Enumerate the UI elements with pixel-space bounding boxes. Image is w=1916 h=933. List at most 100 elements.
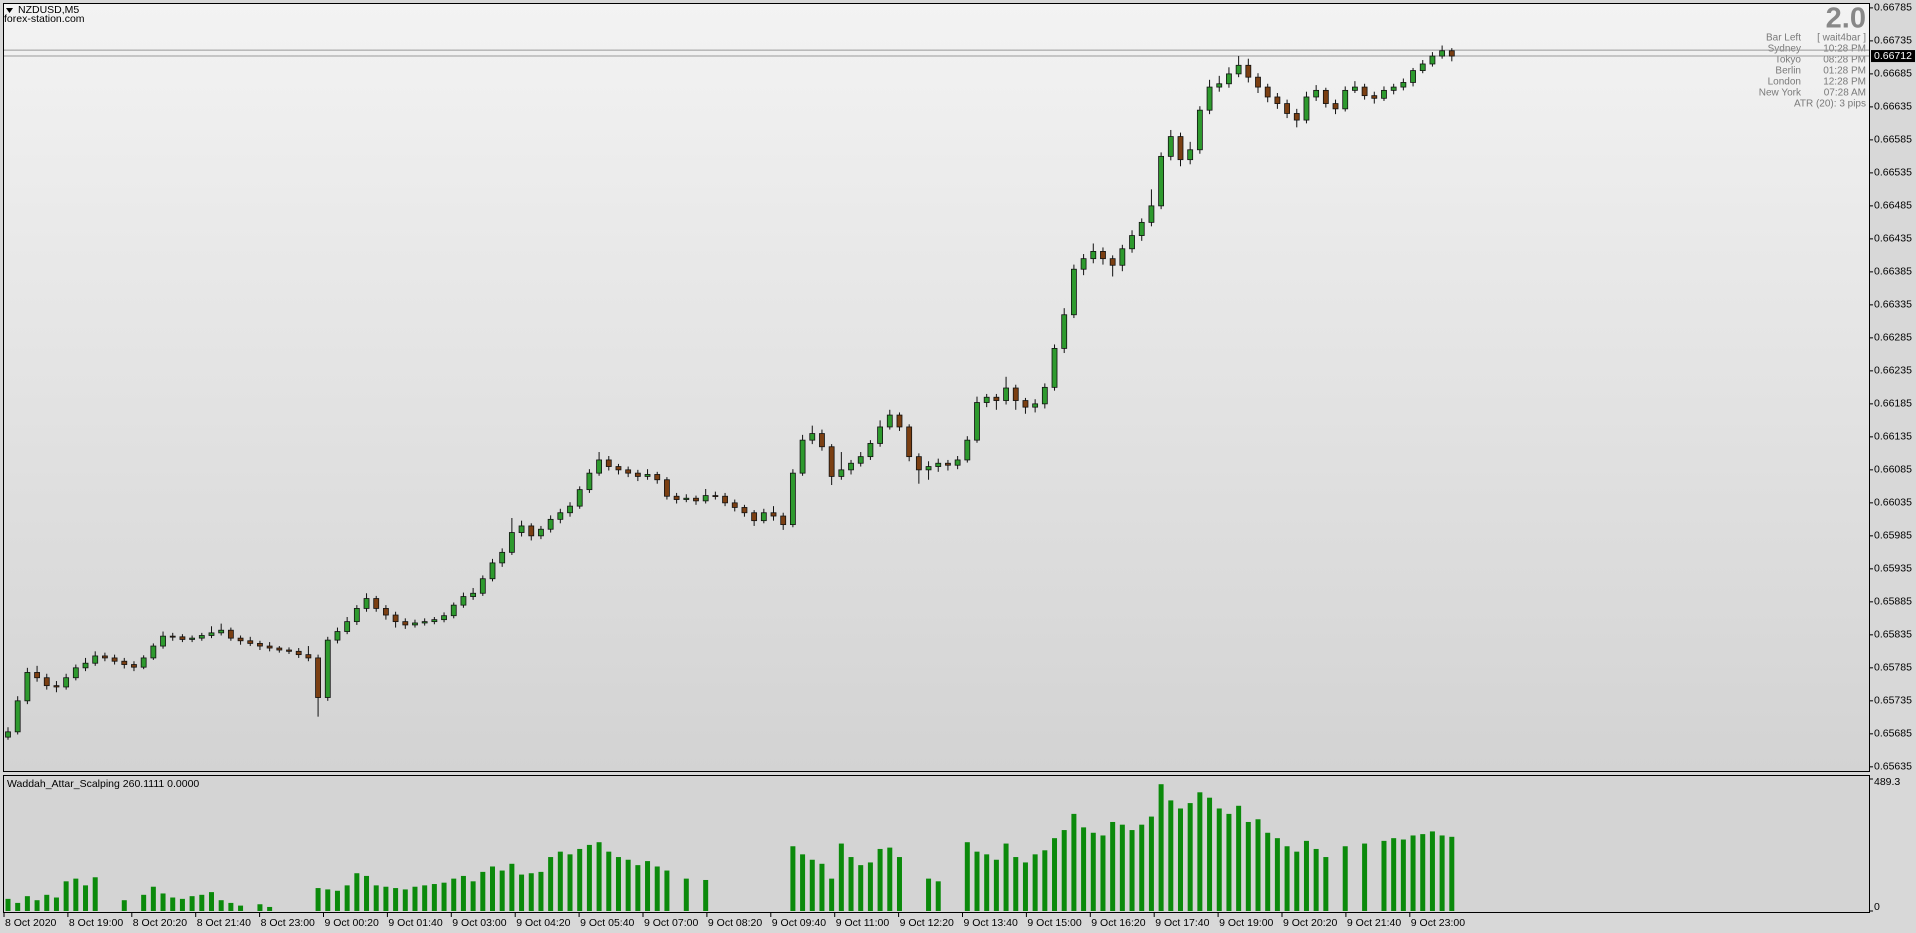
candle-body xyxy=(867,443,874,458)
histogram-bar xyxy=(790,846,796,911)
histogram-bar xyxy=(1032,854,1038,911)
histogram-bar xyxy=(490,866,495,911)
candle-body xyxy=(1255,76,1261,88)
y-tick-label: 0.65935 xyxy=(1874,563,1912,575)
y-tick-label: 0.66035 xyxy=(1874,497,1912,509)
y-tick-label: 0.66385 xyxy=(1874,266,1912,278)
y-tick-label: 0.66435 xyxy=(1874,233,1912,245)
histogram-bar xyxy=(141,894,147,911)
histogram-bar xyxy=(53,897,59,911)
session-name: Berlin xyxy=(1775,66,1801,77)
histogram-bar xyxy=(383,886,389,911)
histogram-bar xyxy=(1381,840,1387,911)
candle-body xyxy=(857,456,864,464)
histogram-bar xyxy=(1313,848,1319,911)
candle-body xyxy=(1129,235,1135,250)
candle-body xyxy=(1390,86,1397,91)
y-tick-label: 0.65885 xyxy=(1874,596,1912,608)
candle-body xyxy=(896,414,903,428)
candle-body xyxy=(111,657,118,662)
candle-body xyxy=(1371,95,1378,99)
histogram-bar xyxy=(24,896,30,911)
candle-body xyxy=(198,635,205,639)
histogram-bar xyxy=(1245,821,1251,911)
candle-body xyxy=(654,474,661,481)
candle-body xyxy=(712,495,719,497)
histogram-bar xyxy=(1400,839,1406,911)
candle-body xyxy=(974,402,980,441)
candle-body xyxy=(1003,387,1009,401)
histogram-bar xyxy=(848,857,854,911)
session-value: 08:28 PM xyxy=(1823,55,1866,66)
y-tick-label: 0.66185 xyxy=(1874,398,1912,410)
candle-body xyxy=(5,731,11,738)
y-tick-label: 0.65685 xyxy=(1874,728,1912,740)
histogram-bar xyxy=(509,863,515,911)
histogram-bar xyxy=(896,857,902,911)
histogram-bar xyxy=(228,902,234,911)
session-value: 01:28 PM xyxy=(1823,66,1866,77)
histogram-bar xyxy=(218,900,224,911)
watermark: forex-station.com xyxy=(4,13,85,25)
candle-body xyxy=(1439,50,1446,57)
histogram-bar xyxy=(877,848,883,911)
y-tick-label: 0.66735 xyxy=(1874,35,1912,47)
candle-body xyxy=(169,635,176,638)
candle-body xyxy=(683,497,690,500)
histogram-bar xyxy=(838,843,844,911)
histogram-bar xyxy=(800,854,806,911)
histogram-bar xyxy=(422,885,428,911)
histogram-bar xyxy=(1294,851,1300,911)
histogram-bar xyxy=(1090,832,1096,911)
histogram-bar xyxy=(1052,838,1058,911)
histogram-bar xyxy=(315,888,321,911)
histogram-bar xyxy=(1110,821,1116,911)
histogram-bar xyxy=(654,866,660,911)
candle-body xyxy=(276,647,283,651)
y-tick-label: 0.66585 xyxy=(1874,134,1912,146)
candle-body xyxy=(945,462,951,466)
histogram-bar xyxy=(683,878,689,911)
candle-body xyxy=(1138,221,1145,236)
x-tick-label: 9 Oct 21:40 xyxy=(1347,917,1401,929)
histogram-bar xyxy=(470,881,476,911)
y-tick-label: 0.66135 xyxy=(1874,431,1912,443)
histogram-bar xyxy=(63,881,69,911)
histogram-bar xyxy=(625,859,631,911)
x-tick-label: 8 Oct 20:20 xyxy=(133,917,187,929)
candle-body xyxy=(305,654,312,659)
candle-body xyxy=(1012,387,1019,401)
candle-body xyxy=(780,515,787,526)
candle-body xyxy=(353,608,360,623)
y-tick-label: 0.65635 xyxy=(1874,761,1912,773)
histogram-bar xyxy=(1439,835,1445,911)
candle-body xyxy=(1235,64,1242,75)
symbol-title: NZDUSD,M5 xyxy=(18,4,79,16)
y-tick-label: 0.66535 xyxy=(1874,167,1912,179)
candle-body xyxy=(160,635,166,647)
histogram-bar xyxy=(1022,862,1028,911)
histogram-bar xyxy=(528,873,534,911)
symbol-menu-icon[interactable] xyxy=(6,8,13,13)
candle-body xyxy=(722,495,728,504)
candle-body xyxy=(1041,386,1048,405)
candle-body xyxy=(605,459,612,467)
candle-body xyxy=(72,667,79,679)
candle-body xyxy=(324,639,331,698)
histogram-bar xyxy=(586,844,592,911)
histogram-bar xyxy=(635,865,641,911)
candle-body xyxy=(557,512,564,520)
candle-body xyxy=(596,459,602,474)
candle-body xyxy=(809,433,816,441)
histogram-bar xyxy=(1187,803,1193,911)
histogram-bar xyxy=(858,865,864,911)
candle-body xyxy=(131,664,137,668)
candle-body xyxy=(983,396,990,403)
histogram-bar xyxy=(1100,835,1106,911)
histogram-bar xyxy=(1081,827,1087,911)
candle-body xyxy=(877,426,883,444)
histogram-bar xyxy=(567,854,573,911)
histogram-bar xyxy=(1410,835,1416,911)
